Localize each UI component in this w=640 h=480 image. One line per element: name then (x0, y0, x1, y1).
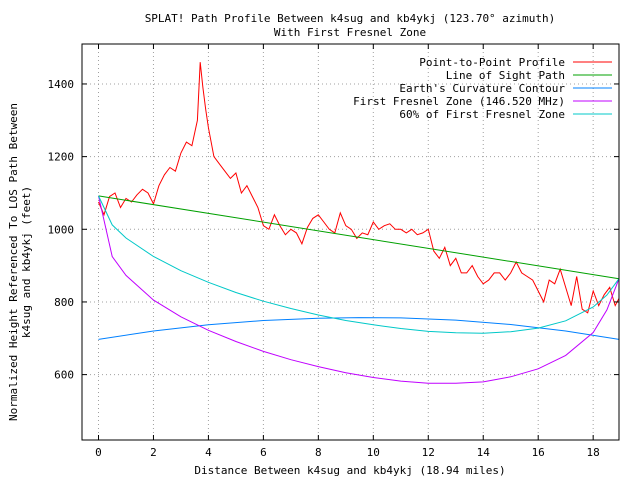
series-line-earth-s-curvature-contour (98, 317, 620, 340)
y-axis-label-line1: Normalized Height Referenced To LOS Path… (7, 103, 20, 421)
chart-title: SPLAT! Path Profile Between k4sug and kb… (145, 12, 556, 25)
series-lines (98, 62, 620, 384)
x-tick-label: 10 (367, 446, 380, 459)
axis-ticks: 0 2 4 6 8 10 12 14 16 18 600 800 1000 1200 1400 (48, 44, 619, 459)
legend-label-line-of-sight-path: Line of Sight Path (446, 69, 565, 82)
y-tick-label: 1200 (48, 151, 75, 164)
series-line-60-of-first-fresnel-zone (98, 195, 620, 334)
legend-label-point-to-point-profile: Point-to-Point Profile (419, 56, 565, 69)
series-line-first-fresnel-zone-146-520-mhz (98, 195, 620, 384)
x-tick-label: 12 (422, 446, 435, 459)
x-tick-label: 6 (260, 446, 267, 459)
plot-frame (81, 43, 620, 441)
x-tick-label: 2 (150, 446, 157, 459)
y-axis-label-line2: k4sug and kb4ykj (feet) (20, 186, 33, 338)
y-tick-label: 1400 (48, 78, 75, 91)
series-line-line-of-sight-path (98, 195, 620, 280)
x-tick-label: 14 (477, 446, 491, 459)
y-tick-label: 1000 (48, 223, 75, 236)
x-axis-label: Distance Between k4sug and kb4ykj (18.94… (194, 464, 505, 477)
legend-label-earth-s-curvature-contour: Earth's Curvature Contour (399, 82, 565, 95)
legend-label-60-of-first-fresnel-zone: 60% of First Fresnel Zone (399, 108, 565, 121)
x-tick-label: 0 (95, 446, 102, 459)
x-tick-label: 4 (205, 446, 212, 459)
legend-label-first-fresnel-zone-146-520-mhz: First Fresnel Zone (146.520 MHz) (353, 95, 565, 108)
chart-subtitle: With First Fresnel Zone (274, 26, 426, 39)
x-tick-label: 16 (532, 446, 545, 459)
y-tick-label: 600 (54, 369, 74, 382)
x-tick-label: 18 (587, 446, 600, 459)
x-tick-label: 8 (315, 446, 322, 459)
series-line-point-to-point-profile (98, 62, 620, 314)
y-tick-label: 800 (54, 296, 74, 309)
